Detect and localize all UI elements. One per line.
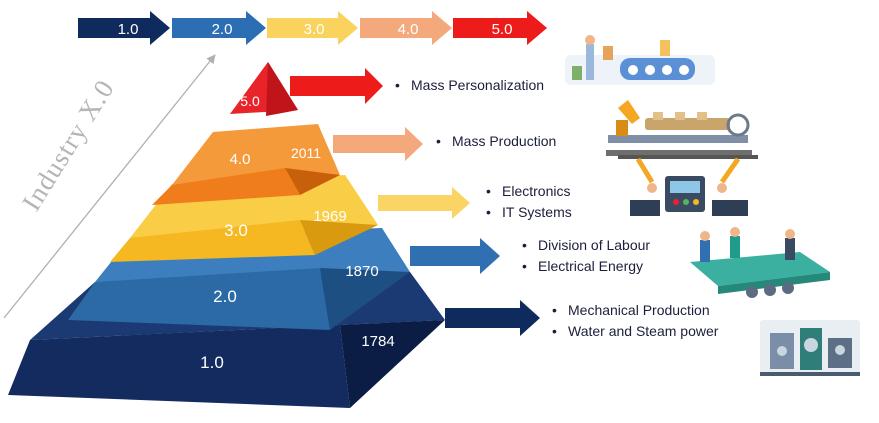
level-4-version: 4.0 [230,151,251,168]
timeline-arrow-1: 1.0 [78,11,170,45]
level-5-version: 5.0 [240,93,260,109]
timeline-label-3: 3.0 [304,21,325,38]
factory-conveyor-icon [565,35,715,85]
level-1-arrow [445,300,540,336]
timeline-arrow-5: 5.0 [453,11,547,45]
level-2-description: Division of Labour Electrical Energy [522,235,650,277]
level-2-item-1: Division of Labour [522,235,650,256]
assembly-workers-icon [690,227,830,298]
level-4-description: Mass Production [436,131,556,152]
level-2-item-2: Electrical Energy [522,256,650,277]
level-3-item-2: IT Systems [486,202,572,223]
axis-arrow [3,54,216,319]
robot-arm-line-icon [606,100,752,156]
pyramid: 1.0 1784 2.0 1870 3.0 1969 4.0 2011 [8,62,445,408]
level-4-year: 2011 [291,145,321,161]
level-2-version: 2.0 [213,287,237,306]
timeline-label-5: 5.0 [492,21,513,38]
control-panel-robots-icon [618,155,758,216]
level-arrows [290,68,540,336]
level-4-arrow [333,127,423,161]
level-3-version: 3.0 [224,221,248,240]
timeline-label-4: 4.0 [398,21,419,38]
level-1-item-2: Water and Steam power [552,321,718,342]
pyramid-level-3: 3.0 1969 [110,175,378,262]
timeline-arrow-2: 2.0 [172,11,266,45]
level-1-year: 1784 [361,333,394,350]
pyramid-level-4: 4.0 2011 [152,124,340,205]
timeline-arrow-3: 3.0 [267,11,358,45]
level-5-item: Mass Personalization [395,75,544,96]
level-5-description: Mass Personalization [395,75,544,96]
timeline-arrows: 1.0 2.0 3.0 4.0 5.0 [78,11,547,45]
level-3-year: 1969 [313,208,346,225]
level-1-item-1: Mechanical Production [552,300,718,321]
level-1-version: 1.0 [200,353,224,372]
timeline-label-2: 2.0 [212,21,233,38]
level-3-arrow [378,187,470,219]
pyramid-level-5: 5.0 [230,62,298,116]
timeline-arrow-4: 4.0 [360,11,452,45]
level-2-arrow [410,238,500,274]
level-2-year: 1870 [345,263,378,280]
level-1-description: Mechanical Production Water and Steam po… [552,300,718,342]
steam-machinery-icon [760,320,860,376]
level-5-arrow [290,68,383,104]
level-3-description: Electronics IT Systems [486,181,572,223]
level-4-item: Mass Production [436,131,556,152]
level-3-item-1: Electronics [486,181,572,202]
timeline-label-1: 1.0 [118,21,139,38]
